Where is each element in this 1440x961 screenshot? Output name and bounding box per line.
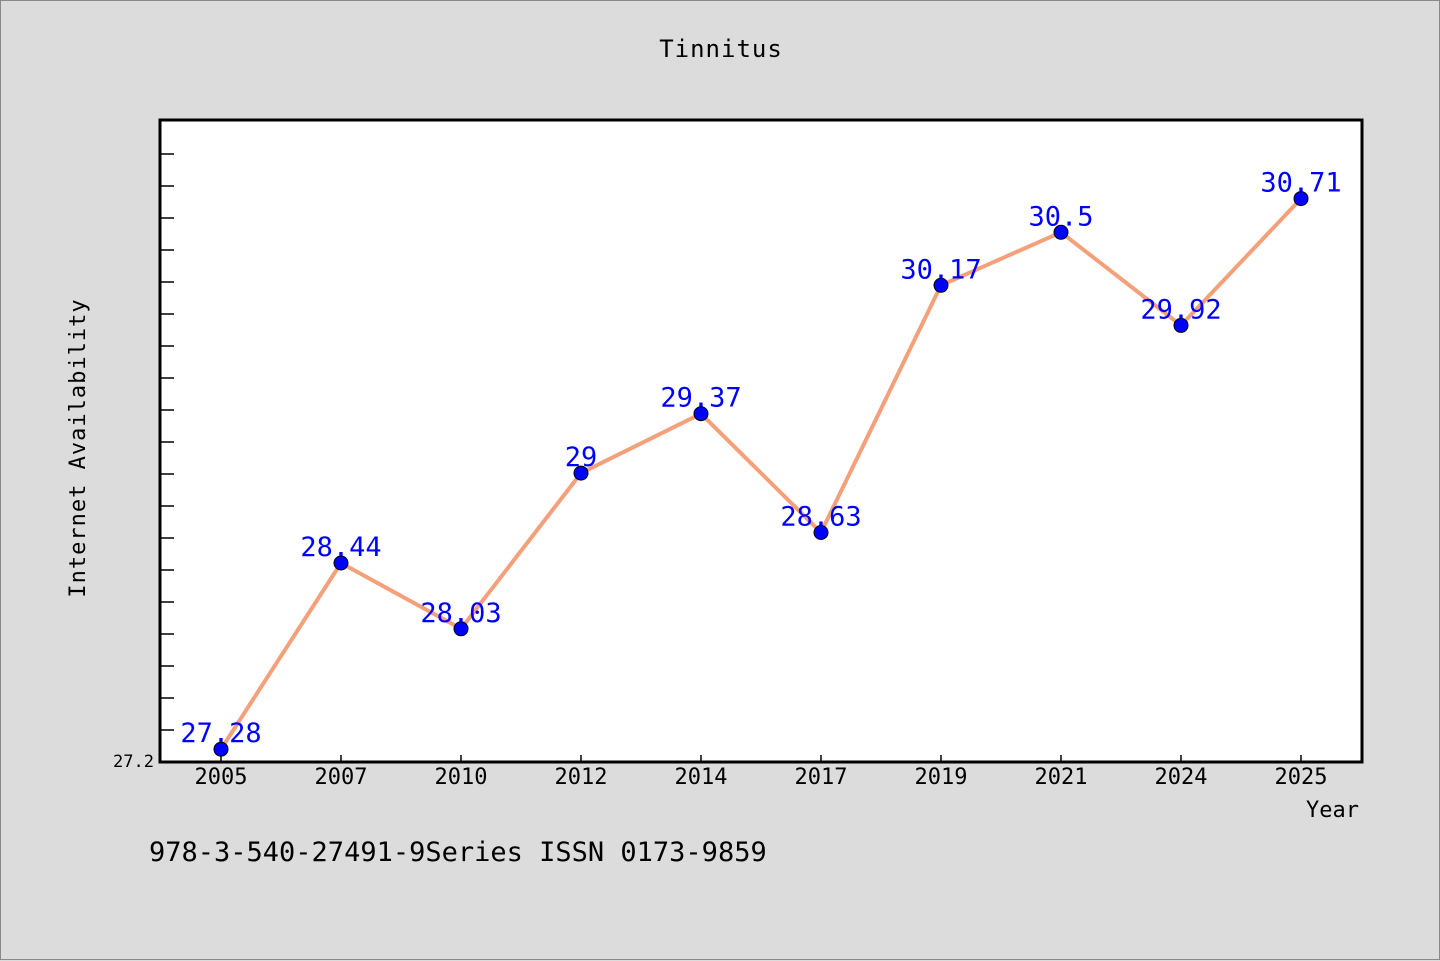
- data-label: 30.71: [1260, 168, 1341, 199]
- x-tick-label: 2010: [435, 765, 488, 790]
- series-markers: [213, 191, 1309, 757]
- data-label: 30.17: [900, 254, 981, 285]
- footer-note: 978-3-540-27491-9Series ISSN 0173-9859: [149, 837, 767, 868]
- x-axis-ticks: 2005 2007 2010 2012 2014 2017 2019 2021 2024 2025: [195, 755, 1328, 790]
- data-point: [813, 525, 829, 540]
- y-axis-label: Internet Availability: [66, 298, 91, 597]
- x-tick-label: 2024: [1155, 765, 1208, 790]
- data-point: [1173, 317, 1189, 333]
- y-tick-label: 27.2: [113, 752, 154, 772]
- data-point: [933, 277, 949, 293]
- data-point: [693, 406, 709, 422]
- x-tick-label: 2012: [555, 765, 608, 790]
- x-axis-label: Year: [1306, 798, 1359, 823]
- series-line: [219, 197, 1303, 751]
- data-label: 28.63: [780, 502, 861, 533]
- x-tick-label: 2019: [915, 765, 968, 790]
- data-label: 30.5: [1028, 201, 1093, 232]
- data-label: 27.28: [180, 718, 261, 749]
- data-point: [213, 741, 229, 757]
- data-point: [1293, 191, 1309, 207]
- y-axis-minor-ticks: [160, 153, 174, 731]
- data-label: 28.03: [420, 598, 501, 629]
- data-point: [1053, 224, 1069, 240]
- x-tick-label: 2021: [1035, 765, 1088, 790]
- x-tick-label: 2017: [795, 765, 848, 790]
- x-tick-label: 2007: [315, 765, 368, 790]
- data-point: [573, 465, 589, 481]
- x-tick-label: 2025: [1275, 765, 1328, 790]
- data-label: 28.44: [300, 532, 381, 563]
- data-labels: 27.28 28.44 28.03 29 29.37 28.63 30.17 30.5 29.9…: [180, 168, 1341, 750]
- data-point: [453, 621, 469, 637]
- data-point: [333, 555, 349, 571]
- plot-area: [158, 118, 1364, 764]
- data-label: 29: [565, 442, 598, 473]
- data-label: 29.92: [1140, 294, 1221, 325]
- chart-title: Tinnitus: [659, 35, 783, 63]
- x-tick-label: 2005: [195, 765, 248, 790]
- x-tick-label: 2014: [675, 765, 728, 790]
- data-label: 29.37: [660, 383, 741, 414]
